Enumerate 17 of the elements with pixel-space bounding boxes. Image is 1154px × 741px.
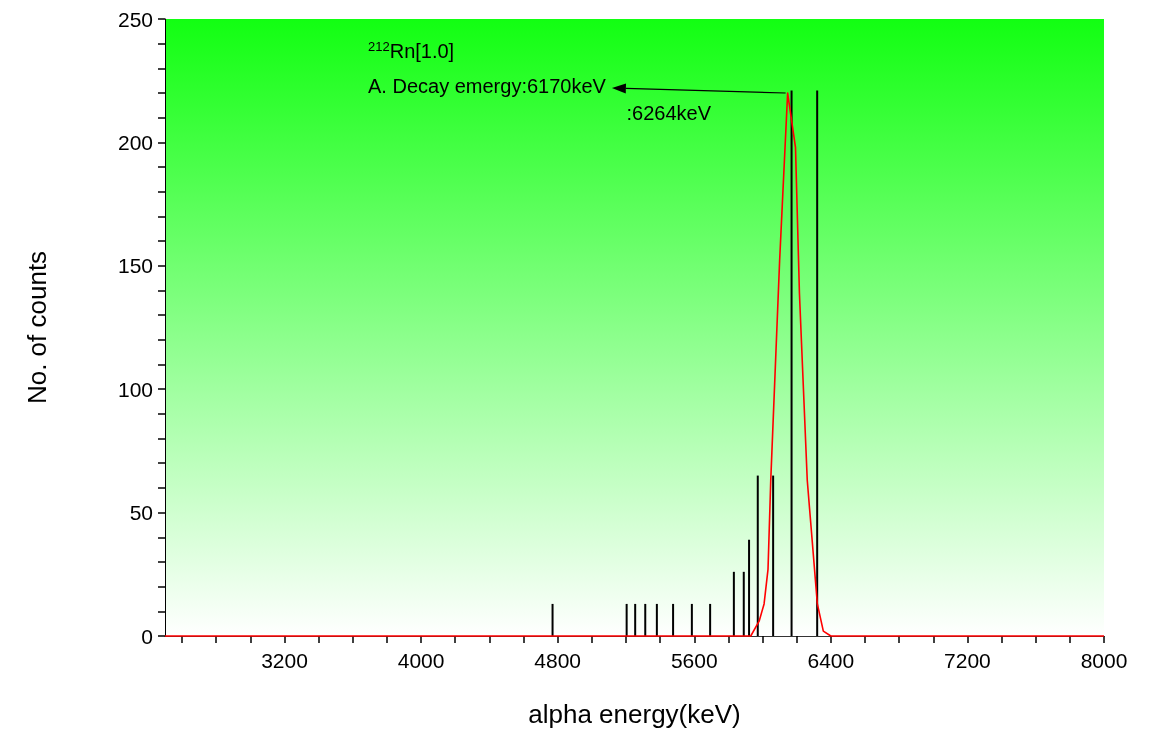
x-tick-label: 5600 <box>670 649 718 672</box>
x-tick-label: 4800 <box>534 649 582 672</box>
y-axis-title: No. of counts <box>22 250 52 405</box>
y-tick-label: 250 <box>117 7 153 31</box>
y-tick-label: 200 <box>117 130 153 154</box>
y-tick-label: 0 <box>141 624 153 648</box>
x-axis-title: alpha energy(keV) <box>528 699 741 729</box>
x-tick-label: 6400 <box>807 649 855 672</box>
y-tick-label: 50 <box>129 501 153 525</box>
x-tick-label: 3200 <box>261 649 308 672</box>
x-tick-label: 4000 <box>397 649 445 672</box>
y-tick-label: 100 <box>117 377 153 401</box>
x-tick-label: 7200 <box>944 649 991 672</box>
annotation: :6264keV <box>626 102 712 124</box>
y-tick-label: 150 <box>117 254 153 278</box>
x-tick-label: 8000 <box>1080 649 1128 672</box>
annotation: A. Decay emergy:6170keV <box>368 75 607 97</box>
